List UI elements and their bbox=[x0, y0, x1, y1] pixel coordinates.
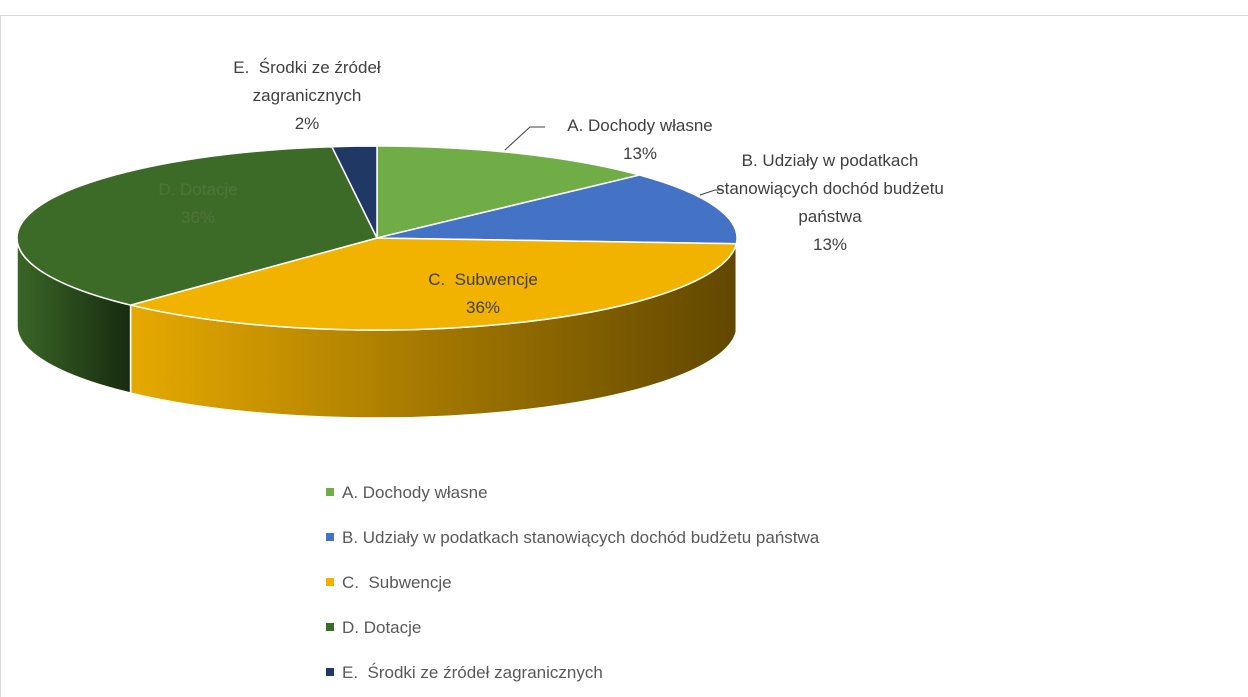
leader-line bbox=[699, 189, 722, 196]
legend-entry: A. Dochody własne bbox=[326, 483, 488, 503]
data-label-value: 2% bbox=[294, 114, 320, 133]
slice bbox=[16, 145, 379, 306]
data-label: B. Udziały w podatkach stanowiących doch… bbox=[700, 147, 960, 259]
slice bbox=[130, 237, 738, 331]
legend-entry: C. Subwencje bbox=[326, 573, 452, 593]
legend-swatch bbox=[326, 578, 334, 586]
data-label: D. Dotacje 36% bbox=[118, 176, 278, 232]
legend-label: C. Subwencje bbox=[342, 573, 452, 592]
data-label: C. Subwencje 36% bbox=[383, 266, 583, 322]
data-label-name: A. Dochody własne bbox=[567, 116, 713, 135]
data-label: A. Dochody własne 13% bbox=[530, 112, 750, 168]
legend-label: B. Udziały w podatkach stanowiących doch… bbox=[342, 528, 820, 547]
legend-swatch bbox=[326, 623, 334, 631]
slice bbox=[330, 145, 378, 239]
leader-line bbox=[504, 126, 545, 151]
legend-label: E. Środki ze źródeł zagranicznych bbox=[342, 663, 603, 682]
chart-border bbox=[0, 15, 1248, 697]
legend-entry: E. Środki ze źródeł zagranicznych bbox=[326, 663, 603, 683]
data-label-name: C. Subwencje bbox=[428, 270, 538, 289]
legend-label: D. Dotacje bbox=[342, 618, 422, 637]
legend-swatch bbox=[326, 533, 334, 541]
legend-label: A. Dochody własne bbox=[342, 483, 488, 502]
data-label-value: 36% bbox=[465, 298, 501, 317]
legend-swatch bbox=[326, 488, 334, 496]
data-label-value: 13% bbox=[812, 235, 848, 254]
legend-swatch bbox=[326, 668, 334, 676]
legend-entry: B. Udziały w podatkach stanowiących doch… bbox=[326, 528, 819, 548]
data-label-name: E. Środki ze źródeł zagranicznych bbox=[233, 58, 386, 105]
data-label-value: 36% bbox=[180, 208, 216, 227]
data-label-value: 13% bbox=[622, 144, 658, 163]
legend-entry: D. Dotacje bbox=[326, 618, 421, 638]
data-label-name: B. Udziały w podatkach stanowiących doch… bbox=[716, 151, 949, 226]
slice bbox=[376, 145, 640, 239]
slice bbox=[376, 174, 738, 245]
data-label-name: D. Dotacje bbox=[158, 180, 238, 199]
data-label: E. Środki ze źródeł zagranicznych 2% bbox=[212, 54, 402, 138]
